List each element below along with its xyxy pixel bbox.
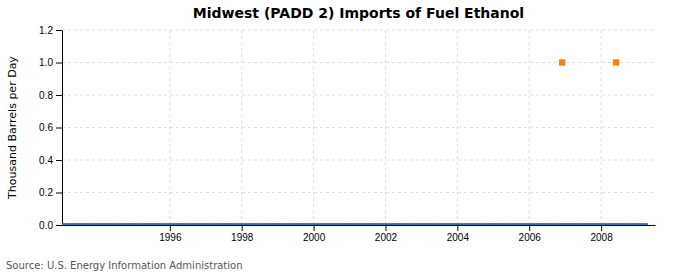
y-axis-tick-mark <box>56 225 62 226</box>
series <box>62 223 648 225</box>
y-axis-tick-mark <box>56 160 62 161</box>
grid-line-y <box>62 30 655 31</box>
x-axis-tick: 1998 <box>231 225 254 243</box>
x-axis-tick-label: 2002 <box>375 232 398 243</box>
x-axis-tick-label: 2000 <box>303 232 326 243</box>
y-axis-tick-label: 0.8 <box>39 90 53 101</box>
x-axis-tick-mark <box>242 225 243 231</box>
x-axis-tick: 2002 <box>375 225 398 243</box>
plot-area: 1996 1998 2000 2002 2004 2006 2008 0.0 0.2 0.4 0.6… <box>39 25 655 243</box>
grid-line-x <box>457 30 458 225</box>
grid-line-x <box>313 30 314 225</box>
y-axis-tick: 0.4 <box>39 155 62 166</box>
x-axis-tick: 2006 <box>519 225 542 243</box>
y-axis-tick-mark <box>56 193 62 194</box>
x-axis-tick-label: 2008 <box>590 232 613 243</box>
x-axis-tick-mark <box>170 225 171 231</box>
marks <box>62 59 648 225</box>
grid-line-y <box>62 127 655 128</box>
grid-line-y <box>62 62 655 63</box>
x-axis-tick-mark <box>457 225 458 231</box>
x-axis-tick-label: 1996 <box>159 232 182 243</box>
y-axis-tick-label: 0.4 <box>39 155 53 166</box>
y-axis-tick-label: 1.0 <box>39 57 53 68</box>
y-axis-tick: 1.0 <box>39 57 62 68</box>
marker <box>644 223 648 225</box>
y-axis-tick-mark <box>56 30 62 31</box>
point <box>559 59 565 65</box>
y-axis-tick: 0.6 <box>39 122 62 133</box>
y-axis-tick: 0.2 <box>39 187 62 198</box>
source-note: Source: U.S. Energy Information Administ… <box>6 260 243 271</box>
y-axis-title: Thousand Barrels per Day <box>6 56 19 200</box>
grid-line-y <box>62 160 655 161</box>
y-axis-line <box>62 31 63 226</box>
x-axis: 1996 1998 2000 2002 2004 2006 2008 <box>63 225 656 243</box>
grid-line-x <box>529 30 530 225</box>
y-axis-tick: 0.0 <box>39 220 62 231</box>
x-axis-tick-mark <box>385 225 386 231</box>
y-axis-tick-label: 0.2 <box>39 187 53 198</box>
y-axis-tick-mark <box>56 128 62 129</box>
x-axis-tick-mark <box>601 225 602 231</box>
grid-line-y <box>62 95 655 96</box>
x-axis-tick-label: 1998 <box>231 232 254 243</box>
y-axis-tick-label: 0.0 <box>39 220 53 231</box>
y-axis: 0.0 0.2 0.4 0.6 0.8 1.0 1.2 <box>39 25 62 231</box>
x-axis-line <box>63 225 656 226</box>
y-axis-tick-label: 0.6 <box>39 122 53 133</box>
grid-line-x <box>601 30 602 225</box>
y-axis-tick-mark <box>56 63 62 64</box>
x-axis-tick-label: 2004 <box>447 232 470 243</box>
grid-line-x <box>385 30 386 225</box>
x-axis-tick: 2004 <box>447 225 470 243</box>
title: Midwest (PADD 2) Imports of Fuel Ethanol <box>193 5 524 21</box>
grid-line-y <box>62 192 655 193</box>
y-axis-tick-mark <box>56 95 62 96</box>
grid <box>62 30 655 225</box>
y-axis-tick-label: 1.2 <box>39 25 53 36</box>
x-axis-tick: 2008 <box>590 225 613 243</box>
y-axis-tick: 1.2 <box>39 25 62 36</box>
chart: 1996 1998 2000 2002 2004 2006 2008 0.0 0.2 0.4 0.6… <box>0 0 675 275</box>
x-axis-tick-mark <box>314 225 315 231</box>
x-axis-tick: 1996 <box>159 225 182 243</box>
point <box>613 59 619 65</box>
series <box>559 59 619 65</box>
x-axis-tick: 2000 <box>303 225 326 243</box>
x-axis-tick-mark <box>529 225 530 231</box>
x-axis-tick-label: 2006 <box>519 232 542 243</box>
y-axis-tick: 0.8 <box>39 90 62 101</box>
